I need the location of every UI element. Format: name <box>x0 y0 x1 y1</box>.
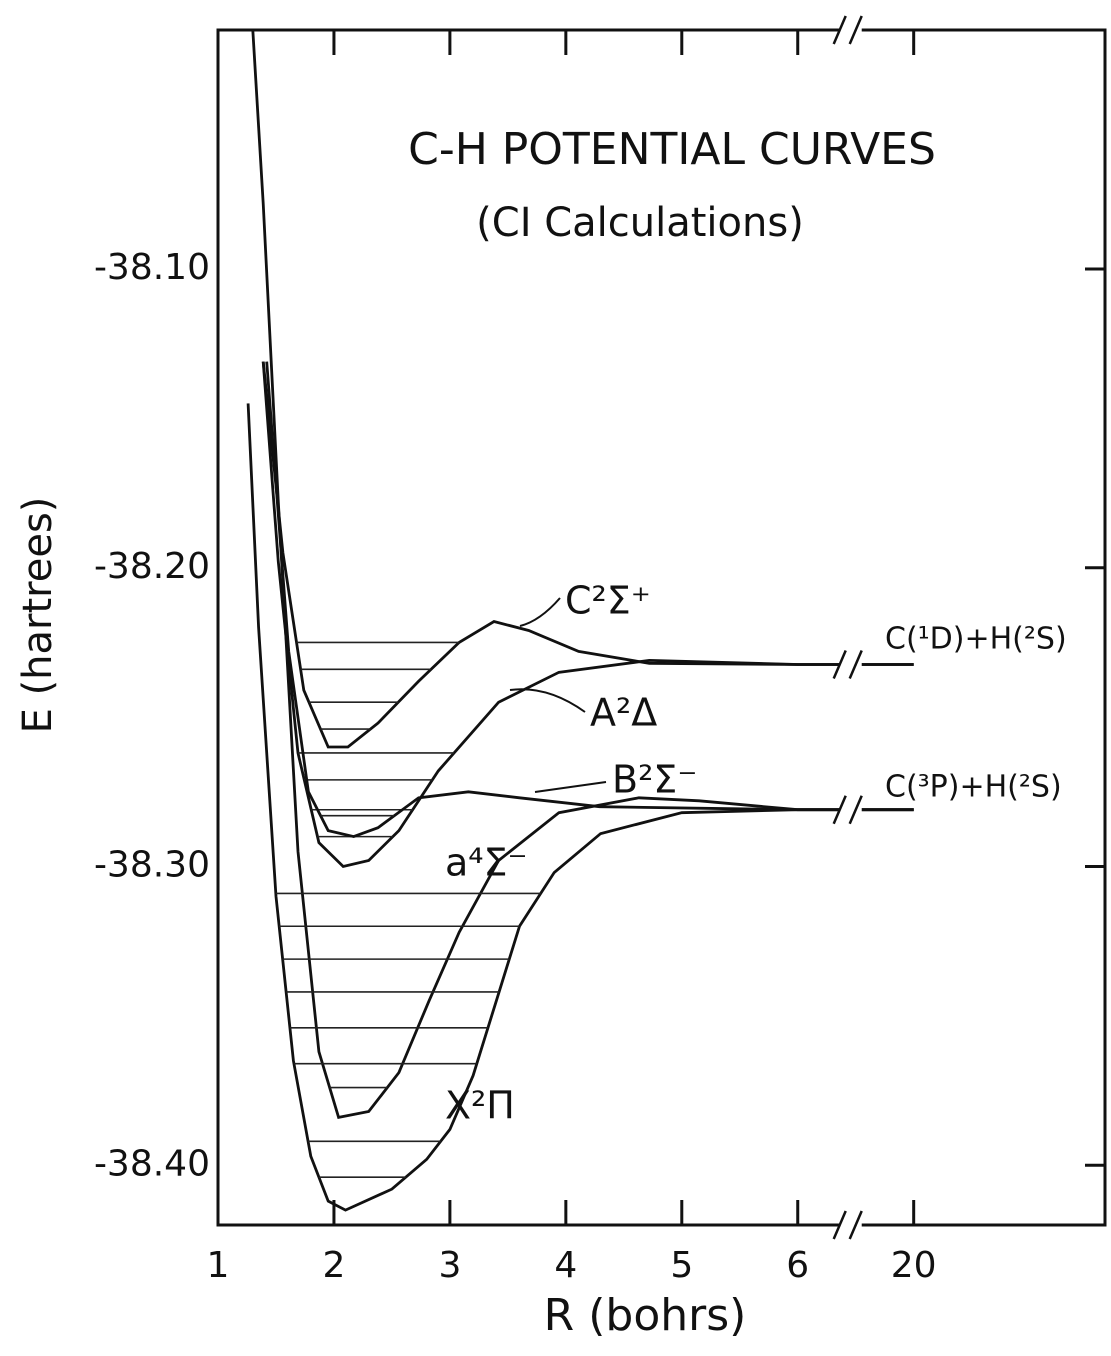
y-tick-label: -38.30 <box>94 845 210 886</box>
x-tick-label: 6 <box>786 1245 809 1286</box>
curve-label: B²Σ⁻ <box>612 758 697 802</box>
y-axis-label: E (hartrees) <box>15 497 61 734</box>
leader-line <box>519 597 561 627</box>
chart-subtitle: (CI Calculations) <box>476 200 804 246</box>
y-tick-label: -38.10 <box>94 247 210 288</box>
curve-label: A²Δ <box>590 691 657 735</box>
leader-line <box>509 688 586 713</box>
curve <box>265 361 914 839</box>
leader-line <box>534 781 607 793</box>
curve <box>261 361 914 749</box>
x-tick-label: 2 <box>322 1245 345 1286</box>
y-tick-label: -38.20 <box>94 546 210 587</box>
asymptote-label: C(³P)+H(²S) <box>885 770 1062 805</box>
break-mark <box>848 15 863 45</box>
x-tick-label: 3 <box>438 1245 461 1286</box>
break-mark <box>848 795 863 825</box>
x-tick-label: 1 <box>207 1245 230 1286</box>
curve <box>251 29 914 1120</box>
x-tick-label: 5 <box>670 1245 693 1286</box>
break-mark <box>848 1210 863 1240</box>
break-mark <box>832 1210 847 1240</box>
x-tick-label: 4 <box>554 1245 577 1286</box>
y-tick-label: -38.40 <box>94 1143 210 1184</box>
asymptote-label: C(¹D)+H(²S) <box>885 622 1067 657</box>
curve-label: a⁴Σ⁻ <box>445 841 528 885</box>
plot-frame <box>216 28 1107 1227</box>
break-mark <box>848 650 863 680</box>
curve <box>246 403 914 1212</box>
curve <box>261 361 914 869</box>
break-mark <box>832 15 847 45</box>
chart-title: C-H POTENTIAL CURVES <box>408 124 936 175</box>
break-mark <box>832 650 847 680</box>
curve-label: C²Σ⁺ <box>565 579 651 623</box>
x-tick-label: 20 <box>891 1245 937 1286</box>
break-mark <box>832 795 847 825</box>
curve-label: X²Π <box>445 1084 515 1128</box>
x-axis-label: R (bohrs) <box>544 1290 747 1341</box>
